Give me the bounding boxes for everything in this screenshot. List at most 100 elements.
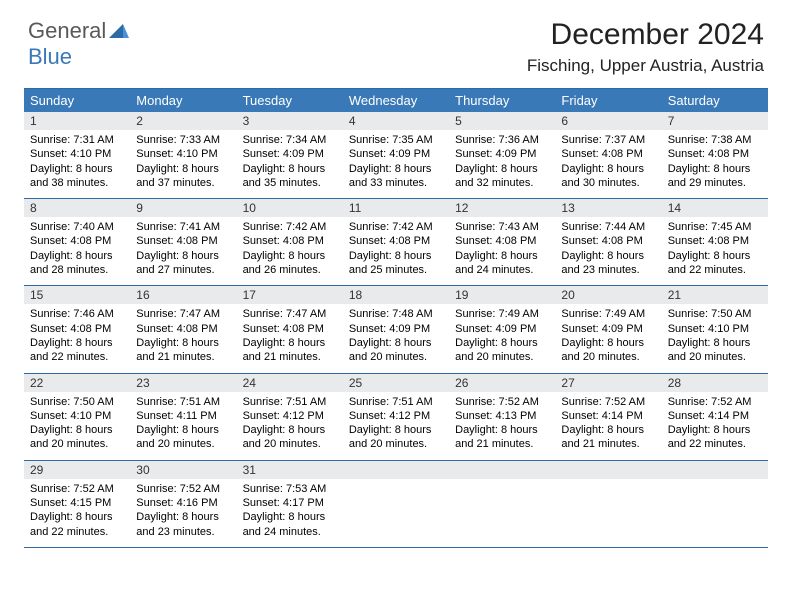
empty-cell bbox=[555, 461, 661, 547]
day-cell: 3Sunrise: 7:34 AMSunset: 4:09 PMDaylight… bbox=[237, 112, 343, 198]
info-line: Sunset: 4:09 PM bbox=[455, 147, 549, 161]
day-cell: 2Sunrise: 7:33 AMSunset: 4:10 PMDaylight… bbox=[130, 112, 236, 198]
info-line: Daylight: 8 hours bbox=[561, 249, 655, 263]
day-cell: 24Sunrise: 7:51 AMSunset: 4:12 PMDayligh… bbox=[237, 374, 343, 460]
day-body: Sunrise: 7:52 AMSunset: 4:14 PMDaylight:… bbox=[662, 392, 768, 460]
info-line: Daylight: 8 hours bbox=[349, 423, 443, 437]
day-number: 30 bbox=[130, 461, 236, 479]
day-body: Sunrise: 7:33 AMSunset: 4:10 PMDaylight:… bbox=[130, 130, 236, 198]
day-cell: 15Sunrise: 7:46 AMSunset: 4:08 PMDayligh… bbox=[24, 286, 130, 372]
day-header-row: SundayMondayTuesdayWednesdayThursdayFrid… bbox=[24, 89, 768, 112]
week-row: 29Sunrise: 7:52 AMSunset: 4:15 PMDayligh… bbox=[24, 461, 768, 548]
day-number: 5 bbox=[449, 112, 555, 130]
info-line: Daylight: 8 hours bbox=[561, 423, 655, 437]
day-cell: 7Sunrise: 7:38 AMSunset: 4:08 PMDaylight… bbox=[662, 112, 768, 198]
day-body: Sunrise: 7:31 AMSunset: 4:10 PMDaylight:… bbox=[24, 130, 130, 198]
empty-cell bbox=[662, 461, 768, 547]
info-line: Daylight: 8 hours bbox=[136, 162, 230, 176]
day-number: 18 bbox=[343, 286, 449, 304]
info-line: Sunrise: 7:51 AM bbox=[243, 395, 337, 409]
day-cell: 26Sunrise: 7:52 AMSunset: 4:13 PMDayligh… bbox=[449, 374, 555, 460]
day-body: Sunrise: 7:51 AMSunset: 4:11 PMDaylight:… bbox=[130, 392, 236, 460]
info-line: and 21 minutes. bbox=[243, 350, 337, 364]
info-line: and 33 minutes. bbox=[349, 176, 443, 190]
info-line: Daylight: 8 hours bbox=[668, 249, 762, 263]
info-line: Daylight: 8 hours bbox=[136, 249, 230, 263]
info-line: and 22 minutes. bbox=[668, 263, 762, 277]
day-cell: 30Sunrise: 7:52 AMSunset: 4:16 PMDayligh… bbox=[130, 461, 236, 547]
info-line: Daylight: 8 hours bbox=[349, 249, 443, 263]
info-line: Sunset: 4:09 PM bbox=[349, 322, 443, 336]
info-line: Daylight: 8 hours bbox=[668, 336, 762, 350]
day-number bbox=[449, 461, 555, 479]
info-line: Sunset: 4:15 PM bbox=[30, 496, 124, 510]
info-line: Sunset: 4:08 PM bbox=[349, 234, 443, 248]
day-cell: 17Sunrise: 7:47 AMSunset: 4:08 PMDayligh… bbox=[237, 286, 343, 372]
info-line: Daylight: 8 hours bbox=[455, 423, 549, 437]
day-body: Sunrise: 7:52 AMSunset: 4:16 PMDaylight:… bbox=[130, 479, 236, 547]
info-line: Sunset: 4:08 PM bbox=[561, 147, 655, 161]
info-line: Daylight: 8 hours bbox=[455, 162, 549, 176]
info-line: Sunset: 4:08 PM bbox=[561, 234, 655, 248]
info-line: Daylight: 8 hours bbox=[30, 423, 124, 437]
empty-cell bbox=[449, 461, 555, 547]
day-body: Sunrise: 7:48 AMSunset: 4:09 PMDaylight:… bbox=[343, 304, 449, 372]
day-number: 7 bbox=[662, 112, 768, 130]
day-body bbox=[449, 479, 555, 541]
info-line: Sunset: 4:09 PM bbox=[243, 147, 337, 161]
info-line: Sunrise: 7:47 AM bbox=[243, 307, 337, 321]
day-header: Wednesday bbox=[343, 89, 449, 112]
info-line: Sunset: 4:08 PM bbox=[668, 234, 762, 248]
day-number: 23 bbox=[130, 374, 236, 392]
info-line: Sunrise: 7:51 AM bbox=[136, 395, 230, 409]
info-line: Sunrise: 7:46 AM bbox=[30, 307, 124, 321]
info-line: Sunrise: 7:51 AM bbox=[349, 395, 443, 409]
logo-word-1: General bbox=[28, 18, 106, 43]
info-line: Sunrise: 7:41 AM bbox=[136, 220, 230, 234]
day-body: Sunrise: 7:41 AMSunset: 4:08 PMDaylight:… bbox=[130, 217, 236, 285]
empty-cell bbox=[343, 461, 449, 547]
info-line: Daylight: 8 hours bbox=[455, 336, 549, 350]
day-cell: 6Sunrise: 7:37 AMSunset: 4:08 PMDaylight… bbox=[555, 112, 661, 198]
day-number: 10 bbox=[237, 199, 343, 217]
info-line: Daylight: 8 hours bbox=[243, 336, 337, 350]
day-body: Sunrise: 7:42 AMSunset: 4:08 PMDaylight:… bbox=[343, 217, 449, 285]
day-number: 26 bbox=[449, 374, 555, 392]
info-line: Sunset: 4:08 PM bbox=[30, 322, 124, 336]
day-cell: 16Sunrise: 7:47 AMSunset: 4:08 PMDayligh… bbox=[130, 286, 236, 372]
location-text: Fisching, Upper Austria, Austria bbox=[527, 56, 764, 76]
day-cell: 18Sunrise: 7:48 AMSunset: 4:09 PMDayligh… bbox=[343, 286, 449, 372]
info-line: and 35 minutes. bbox=[243, 176, 337, 190]
info-line: Sunrise: 7:52 AM bbox=[561, 395, 655, 409]
info-line: Sunset: 4:17 PM bbox=[243, 496, 337, 510]
info-line: Sunset: 4:11 PM bbox=[136, 409, 230, 423]
day-cell: 8Sunrise: 7:40 AMSunset: 4:08 PMDaylight… bbox=[24, 199, 130, 285]
day-cell: 14Sunrise: 7:45 AMSunset: 4:08 PMDayligh… bbox=[662, 199, 768, 285]
info-line: Sunrise: 7:52 AM bbox=[136, 482, 230, 496]
info-line: Sunrise: 7:36 AM bbox=[455, 133, 549, 147]
info-line: Sunrise: 7:42 AM bbox=[349, 220, 443, 234]
day-body bbox=[343, 479, 449, 541]
day-body: Sunrise: 7:49 AMSunset: 4:09 PMDaylight:… bbox=[555, 304, 661, 372]
info-line: Daylight: 8 hours bbox=[30, 162, 124, 176]
day-cell: 19Sunrise: 7:49 AMSunset: 4:09 PMDayligh… bbox=[449, 286, 555, 372]
day-body: Sunrise: 7:50 AMSunset: 4:10 PMDaylight:… bbox=[24, 392, 130, 460]
day-number: 27 bbox=[555, 374, 661, 392]
info-line: Daylight: 8 hours bbox=[30, 336, 124, 350]
day-number bbox=[555, 461, 661, 479]
day-cell: 9Sunrise: 7:41 AMSunset: 4:08 PMDaylight… bbox=[130, 199, 236, 285]
day-number: 25 bbox=[343, 374, 449, 392]
info-line: Daylight: 8 hours bbox=[136, 336, 230, 350]
day-number: 22 bbox=[24, 374, 130, 392]
day-number: 6 bbox=[555, 112, 661, 130]
info-line: Sunset: 4:10 PM bbox=[136, 147, 230, 161]
day-header: Tuesday bbox=[237, 89, 343, 112]
day-cell: 27Sunrise: 7:52 AMSunset: 4:14 PMDayligh… bbox=[555, 374, 661, 460]
logo-word-2: Blue bbox=[28, 44, 72, 69]
info-line: Sunset: 4:09 PM bbox=[349, 147, 443, 161]
info-line: Sunrise: 7:34 AM bbox=[243, 133, 337, 147]
info-line: Daylight: 8 hours bbox=[668, 423, 762, 437]
info-line: Sunrise: 7:49 AM bbox=[455, 307, 549, 321]
info-line: and 24 minutes. bbox=[455, 263, 549, 277]
info-line: Sunset: 4:13 PM bbox=[455, 409, 549, 423]
